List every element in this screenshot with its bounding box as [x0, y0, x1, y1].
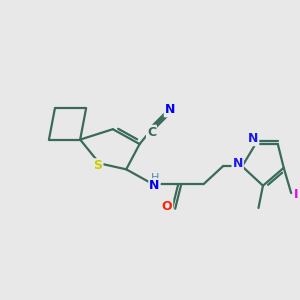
- Text: I: I: [294, 188, 299, 201]
- Text: N: N: [165, 103, 175, 116]
- Text: H: H: [151, 173, 160, 183]
- Text: C: C: [147, 126, 156, 139]
- Text: N: N: [248, 132, 258, 145]
- Text: N: N: [149, 179, 160, 192]
- Text: S: S: [94, 159, 103, 172]
- Text: O: O: [162, 200, 172, 213]
- Text: N: N: [232, 158, 243, 170]
